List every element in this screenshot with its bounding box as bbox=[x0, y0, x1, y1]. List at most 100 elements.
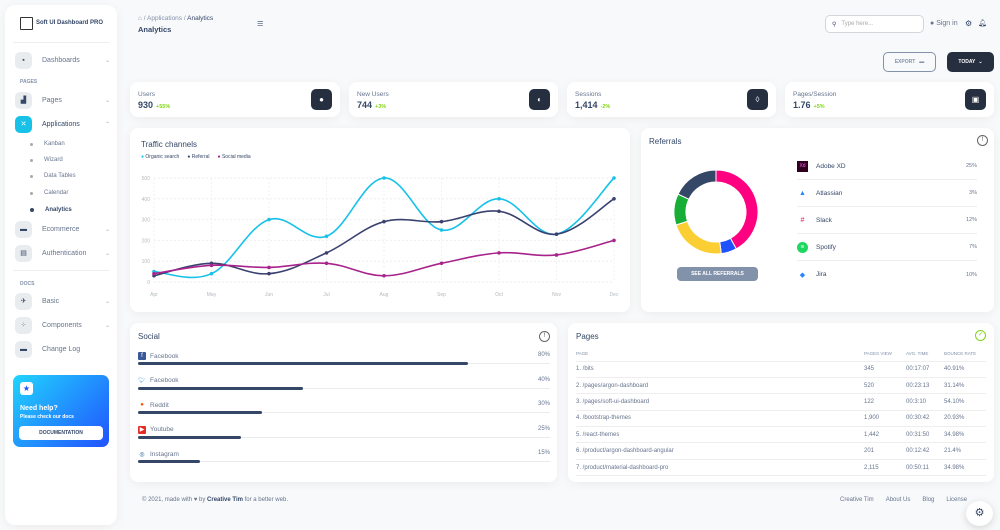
data-point[interactable] bbox=[382, 176, 386, 180]
sidebar-item-applications[interactable]: ✕ Applications ⌃ bbox=[15, 114, 110, 134]
data-point[interactable] bbox=[152, 271, 156, 276]
chevron-down-icon: ⌄ bbox=[104, 97, 110, 104]
social-row: 🐦︎ Facebook 40% bbox=[138, 377, 550, 401]
donut-slice[interactable] bbox=[715, 169, 759, 250]
label: Applications bbox=[42, 120, 80, 128]
table-row[interactable]: 6. /product/argon-dashboard-angular 201 00… bbox=[576, 442, 986, 460]
donut-slice[interactable] bbox=[677, 169, 717, 200]
settings-fab[interactable]: ⚙ bbox=[966, 501, 993, 526]
data-point[interactable] bbox=[267, 217, 271, 222]
referral-row-atlassian[interactable]: ▲ Atlassian 3% bbox=[797, 180, 977, 207]
table-cell: 201 bbox=[864, 442, 906, 460]
data-point[interactable] bbox=[324, 261, 329, 266]
data-point[interactable] bbox=[554, 232, 559, 236]
data-point[interactable] bbox=[439, 228, 444, 232]
instagram-icon: ◎ bbox=[139, 451, 145, 458]
info-icon[interactable]: ! bbox=[977, 135, 988, 146]
data-point[interactable] bbox=[554, 253, 559, 257]
referral-row-jira[interactable]: ◆ Jira 10% bbox=[797, 261, 977, 288]
sidebar-sub-analytics[interactable]: Analytics bbox=[30, 207, 72, 213]
table-cell: 00:17:07 bbox=[906, 361, 944, 378]
sidebar-sub-kanban[interactable]: Kanban bbox=[30, 141, 65, 147]
table-row[interactable]: 3. /pages/soft-ui-dashboard 122 00:3:10 54.… bbox=[576, 393, 986, 411]
divider bbox=[13, 42, 109, 43]
data-point[interactable] bbox=[497, 197, 501, 201]
hamburger-menu-icon[interactable]: ≡ bbox=[257, 18, 264, 30]
sidebar-sub-calendar[interactable]: Calendar bbox=[30, 190, 68, 196]
x-tick-label: Nov bbox=[552, 292, 561, 298]
data-point[interactable] bbox=[497, 209, 501, 214]
bell-icon[interactable]: 🔔︎ bbox=[978, 20, 987, 27]
data-point[interactable] bbox=[439, 261, 444, 266]
breadcrumb-applications[interactable]: Applications bbox=[147, 15, 183, 22]
chart-legend: ● Organic search ● Referral ● Social med… bbox=[141, 154, 251, 160]
footer-link-blog[interactable]: Blog bbox=[922, 497, 935, 503]
sidebar-item-authentication[interactable]: ▤ Authentication ⌄ bbox=[15, 243, 110, 263]
table-row[interactable]: 5. /react-themes 1,442 00:31:50 34.98% bbox=[576, 426, 986, 444]
card-title: Referrals bbox=[649, 137, 682, 146]
label: Basic bbox=[42, 297, 60, 305]
sidebar-item-pages[interactable]: ▟ Pages ⌄ bbox=[15, 90, 110, 110]
table-row[interactable]: 1. /bits 345 00:17:07 40.91% bbox=[576, 361, 986, 378]
sidebar-item-change-log[interactable]: ▬ Change Log bbox=[15, 339, 110, 359]
data-point[interactable] bbox=[382, 273, 386, 278]
data-point[interactable] bbox=[382, 219, 386, 224]
table-row[interactable]: 4. /bootstrap-themes 1,900 00:30:42 20.93% bbox=[576, 410, 986, 428]
social-label: f Facebook bbox=[138, 352, 179, 360]
sidebar-item-components[interactable]: ⁘ Components ⌄ bbox=[15, 315, 110, 335]
chevron-down-icon: ⌄ bbox=[104, 250, 110, 257]
footer-link-creative-tim[interactable]: Creative Tim bbox=[840, 497, 874, 503]
sidebar-item-ecommerce[interactable]: ▬ Ecommerce ⌄ bbox=[15, 219, 110, 239]
help-title: Need help? bbox=[20, 405, 58, 412]
data-point[interactable] bbox=[439, 219, 444, 224]
export-button[interactable]: EXPORT ▬ bbox=[883, 52, 936, 72]
footer-link-about-us[interactable]: About Us bbox=[885, 497, 911, 503]
see-all-referrals-button[interactable]: SEE ALL REFERRALS bbox=[677, 267, 758, 281]
sidebar-sub-data-tables[interactable]: Data Tables bbox=[30, 173, 76, 179]
info-icon[interactable]: ! bbox=[539, 331, 550, 342]
label: Pages bbox=[42, 96, 62, 104]
footer-link-license[interactable]: License bbox=[946, 497, 968, 503]
referral-row-spotify[interactable]: ≋ Spotify 7% bbox=[797, 234, 977, 261]
donut-slice[interactable] bbox=[673, 193, 690, 226]
table-cell: 5. /react-themes bbox=[576, 426, 864, 444]
sign-in-label: Sign in bbox=[936, 20, 958, 27]
label: Change Log bbox=[42, 345, 81, 353]
data-point[interactable] bbox=[497, 251, 501, 255]
social-pct: 30% bbox=[537, 401, 550, 407]
data-point[interactable] bbox=[612, 176, 616, 180]
today-label: TODAY bbox=[958, 59, 976, 65]
search-input[interactable]: ⚲ Type here... bbox=[825, 15, 924, 33]
data-point[interactable] bbox=[612, 197, 616, 201]
stat-card-new-users: New Users 744 +3% ◐ bbox=[349, 82, 558, 117]
data-point[interactable] bbox=[267, 265, 271, 270]
data-point[interactable] bbox=[209, 271, 214, 276]
data-point[interactable] bbox=[209, 263, 214, 268]
sidebar-sub-wizard[interactable]: Wizard bbox=[30, 157, 63, 163]
today-dropdown[interactable]: TODAY ⌄ bbox=[947, 52, 994, 72]
data-point[interactable] bbox=[324, 234, 329, 239]
table-cell: 2. /pages/argon-dashboard bbox=[576, 377, 864, 395]
table-cell: 1. /bits bbox=[576, 361, 864, 378]
office-icon: ▟ bbox=[15, 91, 32, 109]
sidebar-item-basic[interactable]: ✈ Basic ⌄ bbox=[15, 291, 110, 311]
sidebar-item-dashboards[interactable]: ▪ Dashboards ⌄ bbox=[15, 50, 110, 70]
table-row[interactable]: 7. /product/material-dashboard-pro 2,115 0… bbox=[576, 459, 986, 477]
donut-slice[interactable] bbox=[675, 220, 722, 255]
card-title: Pages bbox=[576, 332, 599, 341]
chevron-down-icon: ⌄ bbox=[104, 298, 110, 305]
footer-author-link[interactable]: Creative Tim bbox=[207, 497, 243, 503]
table-row[interactable]: 2. /pages/argon-dashboard 520 00:23:13 31.1… bbox=[576, 377, 986, 395]
referral-row-adobe-xd[interactable]: Xd Adobe XD 25% bbox=[797, 153, 977, 180]
brand-name[interactable]: Soft UI Dashboard PRO bbox=[36, 20, 104, 26]
data-point[interactable] bbox=[267, 271, 271, 276]
data-point[interactable] bbox=[612, 238, 616, 243]
sign-in-link[interactable]: ● Sign in bbox=[930, 20, 958, 27]
documentation-button[interactable]: DOCUMENTATION bbox=[19, 426, 103, 440]
table-cell: 31.14% bbox=[944, 377, 986, 395]
gear-icon[interactable]: ⚙ bbox=[965, 19, 973, 28]
home-icon[interactable]: ⌂ bbox=[138, 15, 142, 22]
referral-row-slack[interactable]: # Slack 12% bbox=[797, 207, 977, 234]
data-point[interactable] bbox=[324, 251, 329, 255]
social-label: 🐦︎ Facebook bbox=[138, 377, 178, 385]
